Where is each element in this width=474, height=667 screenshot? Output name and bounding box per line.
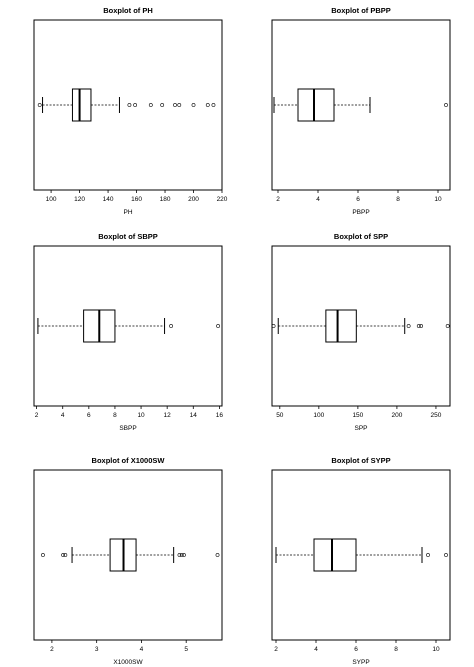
box-iqr xyxy=(297,88,335,122)
outlier-point xyxy=(133,103,138,107)
x-tick-label: 4 xyxy=(316,196,320,203)
plot-frame xyxy=(33,469,223,641)
x-tick-label: 6 xyxy=(354,646,358,653)
x-tick-label: 150 xyxy=(352,412,363,419)
x-axis-label: SPP xyxy=(354,425,367,432)
boxplot-panel-1: Boxplot of PH 100 120 140 160 180 200 220 PH xyxy=(33,6,228,216)
x-tick-label: 10 xyxy=(434,196,442,203)
boxplot-panel-3: Boxplot of SBPP 2 4 6 8 10 12 14 16 SBPP xyxy=(33,232,224,432)
chart-title: Boxplot of SPP xyxy=(334,232,388,241)
outlier-point xyxy=(127,103,132,107)
outlier-point xyxy=(211,103,216,107)
x-axis-label: SBPP xyxy=(119,425,136,432)
outlier-point xyxy=(182,553,186,557)
x-tick-label: 2 xyxy=(50,646,54,653)
plot-frame xyxy=(271,469,451,641)
x-tick-label: 220 xyxy=(217,196,228,203)
outlier-point xyxy=(148,103,153,107)
boxplot-panel-6: Boxplot of SYPP 2 4 6 8 10 SYPP xyxy=(271,456,451,666)
x-tick-label: 200 xyxy=(391,412,402,419)
boxplot-panel-2: Boxplot of PBPP 2 4 6 8 10 PBPP xyxy=(271,6,451,216)
chart-title: Boxplot of PH xyxy=(103,6,153,15)
x-tick-label: 160 xyxy=(131,196,142,203)
outlier-point xyxy=(419,324,424,328)
outlier-point xyxy=(191,103,196,107)
outlier-point xyxy=(444,553,448,557)
outlier-point xyxy=(416,324,421,328)
x-tick-label: 14 xyxy=(190,412,198,419)
x-tick-label: 12 xyxy=(164,412,172,419)
outlier-point xyxy=(426,553,430,557)
outlier-point xyxy=(169,324,173,328)
x-tick-label: 10 xyxy=(137,412,145,419)
x-tick-label: 10 xyxy=(432,646,440,653)
outlier-point xyxy=(179,553,184,557)
x-tick-label: 2 xyxy=(274,646,278,653)
outlier-point xyxy=(41,553,45,557)
x-tick-label: 250 xyxy=(431,412,442,419)
outlier-point xyxy=(63,553,68,557)
outlier-point xyxy=(177,103,182,107)
outlier-point xyxy=(271,324,276,328)
chart-title: Boxplot of SBPP xyxy=(98,232,158,241)
outlier-point xyxy=(205,103,210,107)
x-tick-label: 4 xyxy=(314,646,318,653)
x-tick-label: 140 xyxy=(103,196,114,203)
outlier-point xyxy=(406,324,411,328)
boxplot-panel-4: Boxplot of SPP 50 100 150 200 250 SPP xyxy=(271,232,451,432)
outlier-point xyxy=(160,103,165,107)
x-axis-label: X1000SW xyxy=(113,659,143,666)
x-tick-label: 2 xyxy=(35,412,39,419)
plot-frame xyxy=(33,245,223,407)
outlier-point xyxy=(173,103,177,107)
chart-title: Boxplot of PBPP xyxy=(331,6,391,15)
x-tick-label: 4 xyxy=(140,646,144,653)
outlier-point xyxy=(61,553,65,557)
outlier-point xyxy=(445,324,450,328)
x-tick-label: 120 xyxy=(74,196,85,203)
box-iqr xyxy=(313,538,357,572)
x-tick-label: 8 xyxy=(396,196,400,203)
boxplot-panel-5: Boxplot of X1000SW 2 3 4 5 X1000SW xyxy=(33,456,223,666)
x-axis-label: PBPP xyxy=(352,209,369,216)
box-iqr xyxy=(71,88,92,122)
plot-frame xyxy=(271,19,451,191)
outlier-point xyxy=(444,103,448,107)
x-tick-label: 2 xyxy=(276,196,280,203)
x-tick-label: 3 xyxy=(95,646,99,653)
x-tick-label: 16 xyxy=(216,412,224,419)
chart-title: Boxplot of X1000SW xyxy=(92,456,166,465)
x-tick-label: 4 xyxy=(61,412,65,419)
plot-frame xyxy=(33,19,223,191)
outlier-point xyxy=(216,324,220,328)
x-tick-label: 8 xyxy=(394,646,398,653)
x-tick-label: 200 xyxy=(188,196,199,203)
x-axis-label: SYPP xyxy=(352,659,369,666)
x-tick-label: 5 xyxy=(184,646,188,653)
chart-title: Boxplot of SYPP xyxy=(331,456,390,465)
x-tick-label: 6 xyxy=(356,196,360,203)
x-tick-label: 100 xyxy=(313,412,324,419)
box-iqr xyxy=(325,309,357,343)
x-tick-label: 6 xyxy=(87,412,91,419)
outlier-point xyxy=(215,553,220,557)
x-tick-label: 8 xyxy=(113,412,117,419)
x-tick-label: 180 xyxy=(160,196,171,203)
x-tick-label: 50 xyxy=(276,412,284,419)
outlier-point xyxy=(37,103,42,107)
x-tick-label: 100 xyxy=(46,196,57,203)
outlier-point xyxy=(177,553,182,557)
x-axis-label: PH xyxy=(123,209,132,216)
